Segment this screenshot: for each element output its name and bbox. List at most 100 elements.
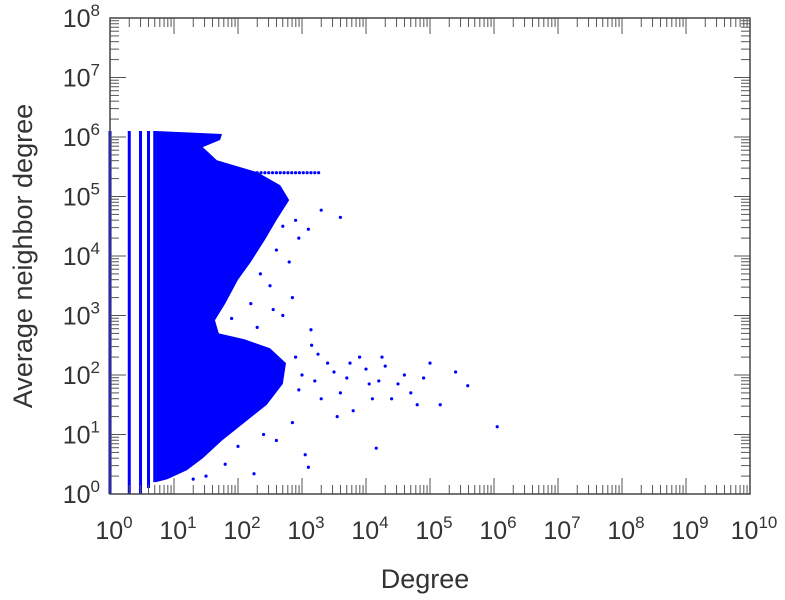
data-point: [466, 384, 470, 388]
data-point: [319, 397, 323, 401]
data-point: [348, 361, 352, 365]
axis-ticks: [109, 17, 751, 495]
data-point: [297, 171, 302, 175]
data-point: [358, 355, 362, 359]
data-point: [390, 397, 394, 401]
data-point: [495, 425, 499, 429]
data-point: [335, 415, 339, 419]
data-point: [287, 260, 291, 264]
x-tick-label: 109: [671, 513, 708, 545]
x-tick-label: 103: [287, 513, 324, 545]
dense-point-region: [156, 131, 290, 483]
x-axis-label: Degree: [381, 564, 470, 594]
data-point: [286, 171, 290, 175]
data-point: [270, 171, 275, 175]
y-tick-label: 105: [63, 180, 100, 212]
data-point: [338, 391, 342, 395]
data-point: [309, 171, 313, 175]
data-point: [415, 403, 419, 407]
x-tick-labels: 100 101 102 103 104 105 106 107 108 109 1010: [95, 513, 777, 545]
y-tick-label: 104: [63, 239, 100, 271]
data-point: [306, 465, 310, 469]
data-point: [267, 171, 271, 175]
x-tick-label: 107: [543, 513, 580, 545]
data-point: [223, 462, 227, 466]
data-point: [422, 376, 426, 380]
data-point: [191, 477, 195, 481]
y-axis-label: Average neighbor degree: [8, 104, 38, 408]
y-tick-label: 100: [63, 477, 100, 509]
data-point: [402, 373, 406, 377]
data-point: [377, 379, 381, 383]
data-point: [438, 403, 442, 407]
data-point: [303, 453, 307, 457]
data-point: [309, 328, 313, 332]
x-tick-label: 104: [351, 513, 388, 545]
data-point: [454, 370, 458, 374]
data-point: [383, 364, 387, 368]
y-tick-label: 102: [63, 358, 100, 390]
x-tick-label: 101: [159, 513, 196, 545]
data-point: [332, 370, 336, 374]
data-point: [230, 316, 234, 321]
data-point: [294, 355, 298, 359]
data-point: [290, 296, 294, 300]
data-point: [338, 215, 342, 219]
data-point: [294, 171, 298, 175]
data-point: [396, 382, 400, 386]
data-point: [294, 218, 298, 222]
data-point: [301, 171, 305, 175]
y-tick-label: 107: [63, 61, 100, 93]
data-point: [326, 361, 330, 365]
data-point: [370, 397, 374, 401]
data-point: [274, 171, 278, 175]
data-point: [380, 355, 384, 359]
x-tick-label: 102: [223, 513, 260, 545]
data-point: [249, 302, 253, 306]
data-point: [297, 236, 301, 240]
data-point: [262, 432, 266, 437]
plot-frame: [109, 17, 751, 495]
data-point: [236, 444, 240, 448]
data-point: [364, 367, 368, 371]
data-point: [351, 409, 355, 413]
data-point: [204, 474, 208, 478]
data-point: [290, 171, 294, 175]
data-point: [255, 171, 259, 175]
data-point: [317, 171, 321, 175]
x-tick-label: 105: [415, 513, 452, 545]
data-point: [300, 373, 304, 377]
y-tick-label: 106: [63, 120, 100, 152]
x-tick-label: 100: [95, 513, 132, 545]
x-tick-label: 106: [479, 513, 516, 545]
data-point: [305, 171, 309, 175]
y-tick-label: 101: [63, 418, 100, 450]
data-point: [313, 379, 317, 383]
data-point: [297, 388, 301, 392]
data-point: [319, 208, 323, 212]
x-tick-label: 1010: [731, 513, 778, 545]
data-marks: [108, 131, 499, 494]
data-point: [290, 421, 294, 425]
data-point: [268, 284, 272, 288]
data-point: [345, 376, 349, 380]
data-point: [313, 171, 317, 175]
data-point: [263, 171, 267, 175]
data-point: [258, 272, 262, 276]
data-point: [306, 227, 310, 231]
data-point: [255, 325, 259, 329]
y-tick-label: 108: [63, 1, 100, 33]
data-point: [274, 438, 278, 443]
data-point: [274, 248, 278, 252]
data-point: [282, 171, 286, 175]
data-point: [281, 313, 285, 318]
data-point: [316, 352, 320, 356]
data-point: [374, 446, 378, 450]
data-point: [281, 224, 285, 228]
data-point: [278, 171, 282, 175]
data-point: [409, 391, 413, 395]
y-tick-label: 103: [63, 299, 100, 331]
data-point: [428, 361, 432, 365]
data-point: [259, 171, 263, 175]
